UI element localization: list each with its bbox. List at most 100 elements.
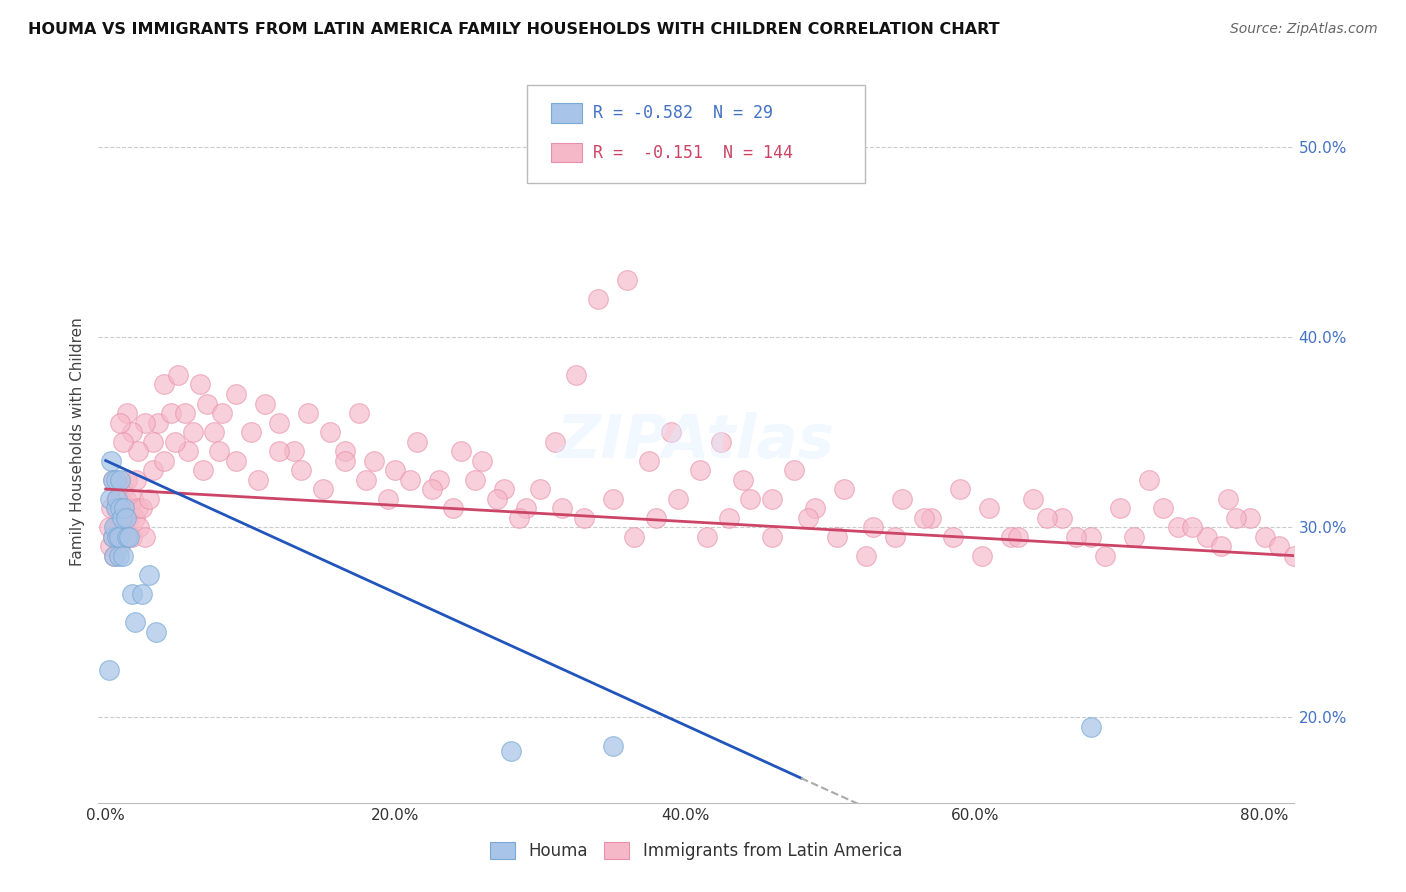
Point xyxy=(1064,530,1087,544)
Point xyxy=(616,273,638,287)
Point xyxy=(825,530,848,544)
Point xyxy=(125,473,148,487)
Point xyxy=(347,406,370,420)
Point xyxy=(508,510,530,524)
Y-axis label: Family Households with Children: Family Households with Children xyxy=(69,318,84,566)
Point xyxy=(115,510,138,524)
Point xyxy=(114,520,136,534)
Point xyxy=(225,387,247,401)
Point xyxy=(112,530,135,544)
Point xyxy=(124,510,146,524)
Point xyxy=(356,473,378,487)
Point xyxy=(804,501,827,516)
Point xyxy=(544,434,567,449)
Point xyxy=(586,292,609,306)
Point xyxy=(246,473,269,487)
Point xyxy=(160,406,183,420)
Point xyxy=(269,444,291,458)
Point xyxy=(104,473,127,487)
Point xyxy=(1108,501,1130,516)
Point xyxy=(1000,530,1022,544)
Point xyxy=(107,530,129,544)
Point xyxy=(1080,720,1102,734)
Point xyxy=(1181,520,1204,534)
Point xyxy=(1268,539,1291,553)
Point xyxy=(128,520,150,534)
Point xyxy=(783,463,806,477)
Point xyxy=(124,615,146,630)
Point xyxy=(949,482,972,496)
Point xyxy=(225,453,247,467)
Text: R =  -0.151  N = 144: R = -0.151 N = 144 xyxy=(593,144,793,161)
Point xyxy=(115,491,138,506)
Point xyxy=(107,520,129,534)
Point xyxy=(181,425,204,439)
Point xyxy=(312,482,335,496)
Point xyxy=(1167,520,1189,534)
Text: ZIPAtlas: ZIPAtlas xyxy=(557,412,835,471)
Point xyxy=(105,491,128,506)
Point xyxy=(1195,530,1218,544)
Point xyxy=(108,416,131,430)
Point xyxy=(131,501,153,516)
Point xyxy=(761,491,783,506)
Point xyxy=(979,501,1001,516)
Text: Source: ZipAtlas.com: Source: ZipAtlas.com xyxy=(1230,22,1378,37)
Point xyxy=(1080,530,1102,544)
Point xyxy=(659,425,682,439)
Point xyxy=(696,530,718,544)
Point xyxy=(100,453,122,467)
Point xyxy=(269,416,291,430)
Point xyxy=(142,463,165,477)
Point xyxy=(121,425,143,439)
Point xyxy=(165,434,187,449)
Point xyxy=(1225,510,1247,524)
Point xyxy=(97,520,120,534)
Point xyxy=(485,491,508,506)
Point xyxy=(399,473,422,487)
Point xyxy=(450,444,472,458)
Point xyxy=(97,663,120,677)
Point xyxy=(1296,530,1319,544)
Point xyxy=(117,473,139,487)
Point xyxy=(501,744,523,758)
Point xyxy=(121,587,143,601)
Point xyxy=(602,491,624,506)
Point xyxy=(1152,501,1174,516)
Point xyxy=(363,453,385,467)
Point xyxy=(127,501,149,516)
Point xyxy=(107,549,129,563)
Point xyxy=(110,501,132,516)
Point xyxy=(1253,530,1275,544)
Point xyxy=(146,416,169,430)
Point xyxy=(112,549,135,563)
Point xyxy=(602,739,624,753)
Point xyxy=(98,539,121,553)
Point xyxy=(191,463,214,477)
Point xyxy=(104,501,127,516)
Point xyxy=(740,491,762,506)
Point xyxy=(290,463,312,477)
Point xyxy=(120,501,142,516)
Point xyxy=(970,549,993,563)
Point xyxy=(464,473,486,487)
Point xyxy=(377,491,399,506)
Point xyxy=(638,453,661,467)
Point xyxy=(912,510,935,524)
Point xyxy=(1218,491,1240,506)
Point xyxy=(112,434,135,449)
Point xyxy=(731,473,754,487)
Point xyxy=(551,501,574,516)
Point xyxy=(717,510,740,524)
Point xyxy=(101,530,124,544)
Point xyxy=(862,520,884,534)
Point xyxy=(118,510,141,524)
Point xyxy=(134,416,156,430)
Point xyxy=(104,520,127,534)
Point xyxy=(105,501,128,516)
Point xyxy=(142,434,165,449)
Point xyxy=(441,501,464,516)
Point xyxy=(138,567,160,582)
Point xyxy=(1239,510,1261,524)
Point xyxy=(108,539,131,553)
